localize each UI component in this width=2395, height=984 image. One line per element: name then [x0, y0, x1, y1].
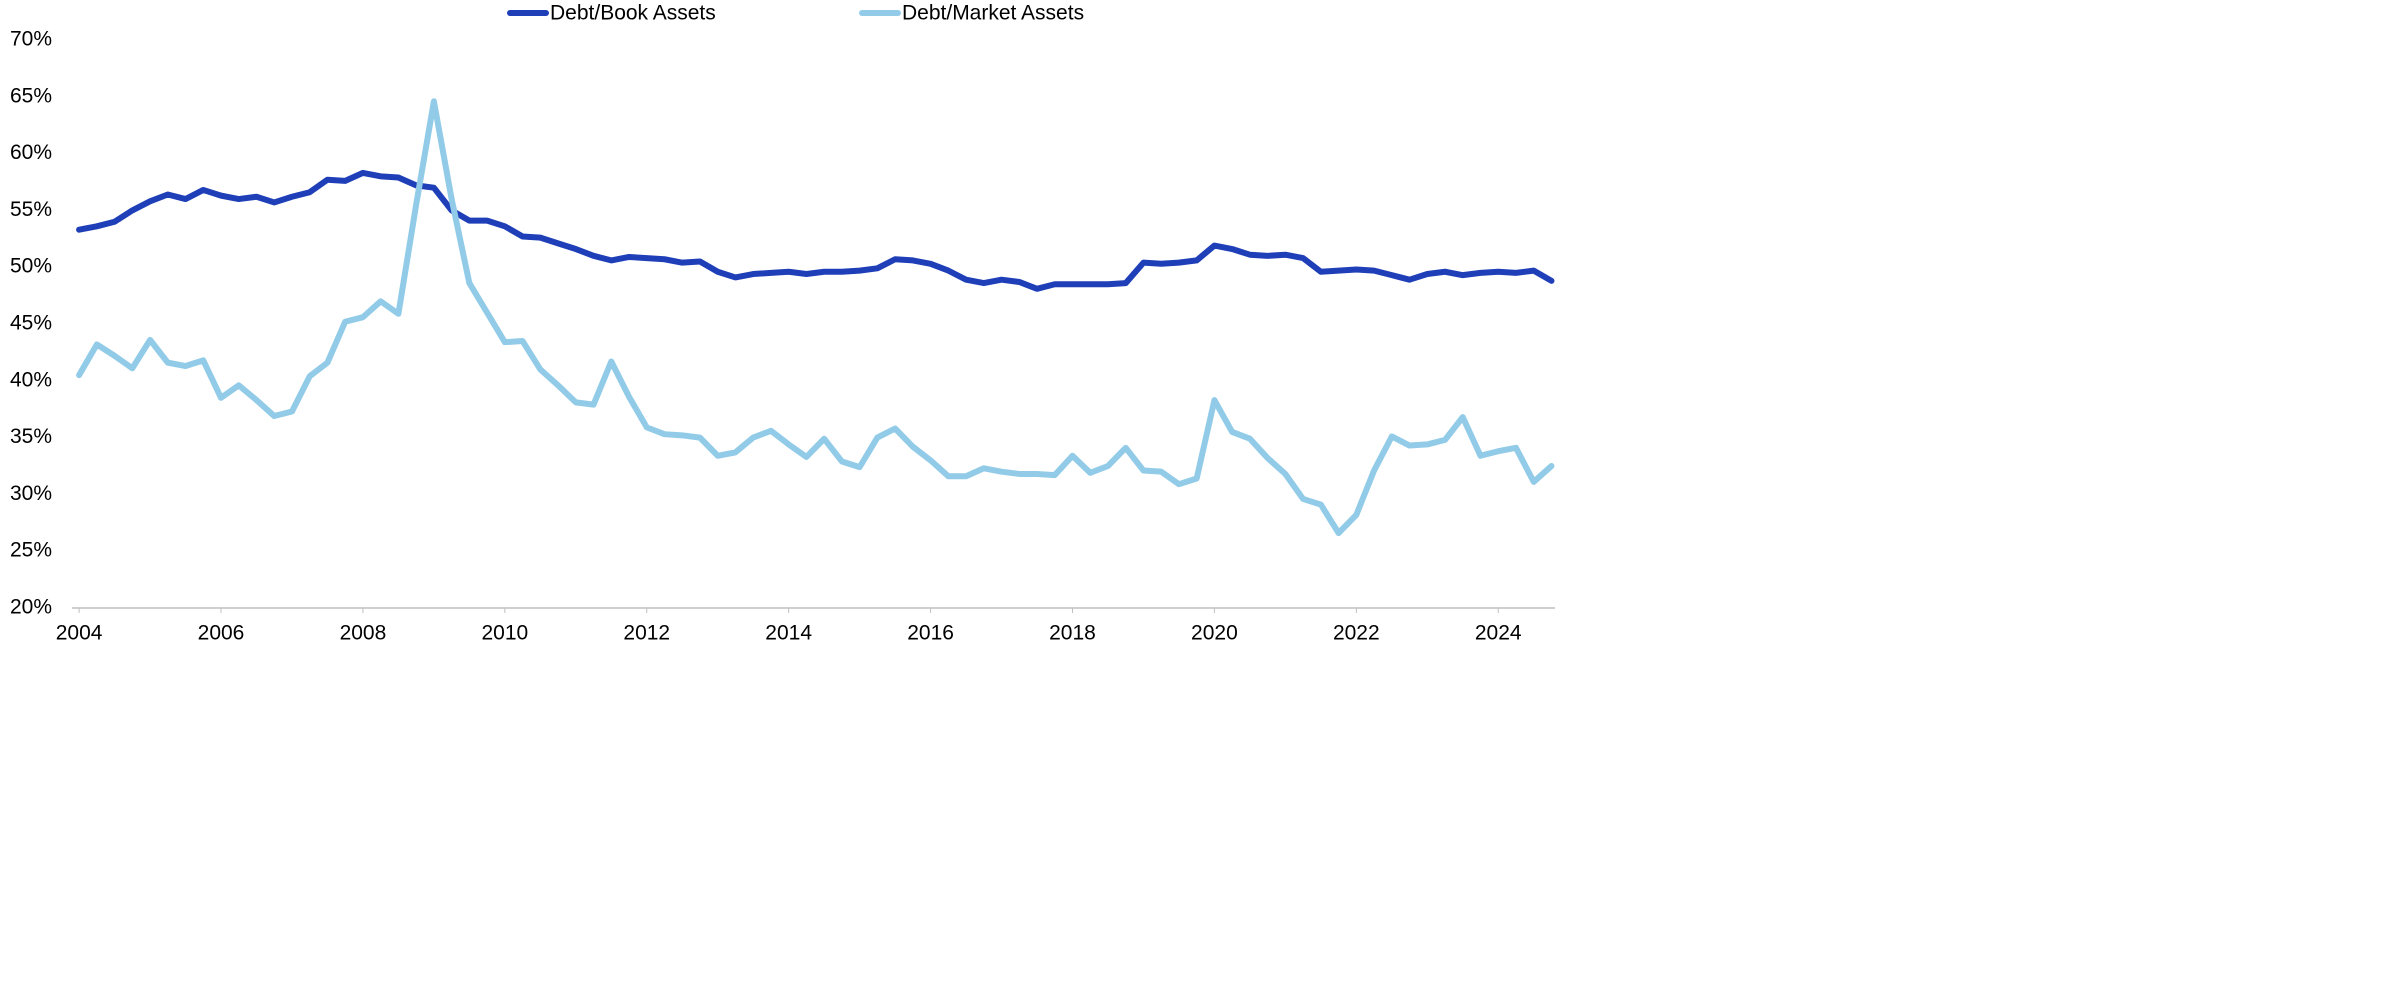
x-tick-label: 2008: [340, 622, 387, 644]
y-tick-label: 65%: [10, 84, 52, 107]
x-tick-label: 2012: [623, 622, 670, 644]
x-tick-label: 2004: [56, 622, 103, 644]
x-tick-label: 2010: [481, 622, 528, 644]
x-tick-label: 2006: [198, 622, 245, 644]
x-tick-label: 2014: [765, 622, 812, 644]
y-tick-label: 25%: [10, 539, 52, 562]
y-tick-label: 30%: [10, 482, 52, 505]
y-tick-label: 40%: [10, 368, 52, 391]
y-tick-label: 50%: [10, 255, 52, 278]
x-tick-label: 2018: [1049, 622, 1096, 644]
legend-label: Debt/Market Assets: [902, 2, 1084, 25]
x-tick-label: 2016: [907, 622, 954, 644]
x-tick-label: 2024: [1475, 622, 1522, 644]
y-tick-label: 45%: [10, 312, 52, 335]
chart: 20% 25% 30% 35% 40% 45% 50% 55% 60% 65% 70% 2004 200…: [10, 2, 1555, 644]
y-tick-label: 35%: [10, 425, 52, 448]
y-tick-label: 70%: [10, 28, 52, 51]
y-tick-label: 55%: [10, 198, 52, 221]
y-tick-label: 60%: [10, 141, 52, 164]
x-tick-label: 2020: [1191, 622, 1238, 644]
y-tick-label: 20%: [10, 596, 52, 619]
legend-label: Debt/Book Assets: [550, 2, 716, 25]
data-line: [76, 98, 1555, 537]
data-line: [76, 169, 1555, 292]
x-tick-label: 2022: [1333, 622, 1380, 644]
